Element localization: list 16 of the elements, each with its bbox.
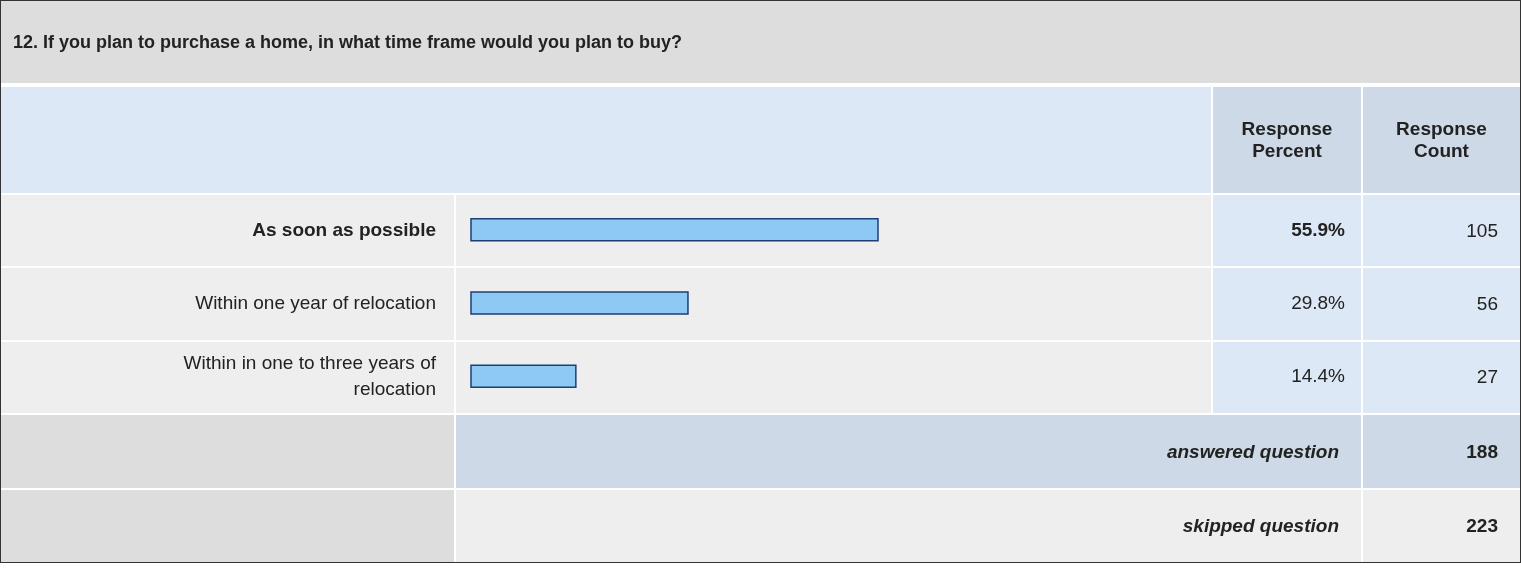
text: Response Percent (1211, 87, 1361, 193)
data-label: 29.8% (1291, 292, 1346, 313)
text: answered question (454, 413, 1361, 488)
text: 223 (1361, 488, 1520, 562)
y-tick-label: Within in one to three years of relocation (183, 352, 437, 400)
text: Response Count (1361, 87, 1520, 193)
y-tick-label: Within one year of relocation (195, 292, 436, 313)
text: 105 (1361, 193, 1520, 267)
text: 27 (1361, 339, 1520, 413)
data-label: 55.9% (1291, 218, 1346, 240)
text: 188 (1361, 413, 1520, 488)
text: 56 (1361, 266, 1520, 340)
chart-title: 12. If you plan to purchase a home, in what time frame would you plan to buy? (1, 1, 1520, 85)
data-label: 14.4% (1291, 365, 1346, 387)
text: skipped question (454, 488, 1361, 562)
y-tick-label: As soon as possible (252, 218, 436, 240)
